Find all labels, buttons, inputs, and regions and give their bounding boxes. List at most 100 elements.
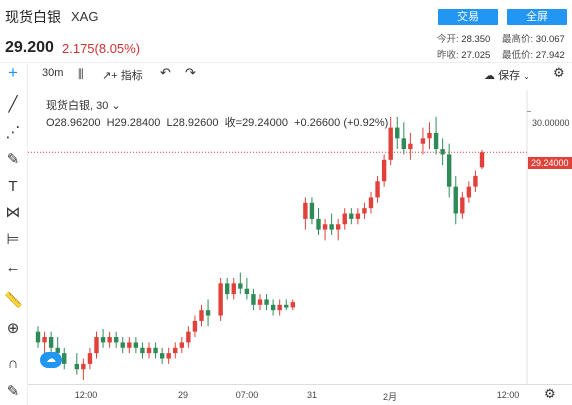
- candle: [224, 277, 230, 300]
- candle-body: [460, 197, 465, 214]
- indicators-button[interactable]: ↗+ 指标: [102, 67, 143, 83]
- trend-line-icon[interactable]: ╱: [8, 96, 18, 113]
- settings-icon[interactable]: ⚙: [553, 65, 565, 80]
- candle: [35, 326, 41, 348]
- candle-body: [113, 337, 119, 343]
- save-label: 保存: [498, 70, 521, 82]
- pattern-icon[interactable]: ⋈: [5, 204, 21, 221]
- candle-body: [55, 347, 60, 354]
- candle-type-icon[interactable]: ⫼: [78, 67, 84, 81]
- fib-icon[interactable]: ⋰: [5, 124, 21, 141]
- candle: [453, 175, 458, 225]
- candle: [466, 181, 472, 203]
- candle: [107, 331, 112, 348]
- candle-body: [48, 337, 54, 348]
- candle-body: [257, 299, 263, 305]
- candle: [316, 208, 321, 235]
- candle: [48, 331, 54, 354]
- candle: [244, 277, 250, 300]
- candle-body: [270, 304, 276, 311]
- magnet-icon[interactable]: ∩: [7, 355, 19, 372]
- y-axis-label-top: 30.00000: [532, 118, 570, 128]
- brush-icon[interactable]: ✎: [6, 151, 20, 168]
- candle: [362, 202, 367, 219]
- chart-legend-symbol[interactable]: 现货白银, 30 ⌄: [46, 100, 121, 112]
- candle: [368, 192, 374, 214]
- text-icon[interactable]: T: [8, 178, 18, 195]
- crosshair-icon[interactable]: +: [8, 63, 18, 82]
- candle-body: [244, 288, 250, 295]
- candle-body: [355, 213, 361, 219]
- candle: [355, 208, 361, 225]
- candle-body: [408, 143, 413, 150]
- candle: [270, 299, 276, 316]
- candle: [440, 138, 445, 166]
- candle-body: [427, 132, 432, 139]
- candle: [479, 149, 485, 170]
- instrument-code: XAG: [71, 9, 99, 24]
- undo-icon[interactable]: ↶: [160, 65, 171, 80]
- candle: [375, 175, 380, 203]
- candle: [290, 299, 296, 311]
- x-axis-label: 12:00: [74, 390, 98, 400]
- candle-body: [446, 154, 452, 187]
- x-axis-label: 07:00: [235, 390, 259, 400]
- x-axis-label: 12:00: [496, 390, 520, 400]
- candle: [133, 337, 139, 354]
- x-axis-line: [28, 384, 572, 385]
- candle: [159, 347, 165, 364]
- candle: [342, 208, 347, 230]
- candle-body: [322, 224, 328, 230]
- axis-settings-icon[interactable]: ⚙: [544, 386, 556, 401]
- candle-body: [284, 304, 289, 308]
- candle-body: [329, 224, 334, 230]
- candle: [427, 122, 432, 150]
- chevron-down-icon: ⌄: [523, 72, 530, 81]
- candle-body: [251, 294, 256, 305]
- ruler-icon[interactable]: 📏: [4, 292, 23, 309]
- stat-today-open: 今开: 28.350: [437, 34, 491, 45]
- lock-draw-icon[interactable]: ✎: [6, 383, 20, 400]
- candle-body: [81, 363, 86, 370]
- candle-body: [342, 213, 347, 225]
- candle: [460, 192, 465, 219]
- arrow-left-icon[interactable]: ←: [5, 259, 21, 276]
- candle: [257, 294, 263, 311]
- candle: [94, 331, 99, 359]
- save-button[interactable]: ☁ 保存 ⌄: [484, 67, 530, 83]
- candle-body: [375, 181, 380, 198]
- cloud-icon: ☁: [484, 70, 495, 82]
- candle-body: [159, 353, 165, 359]
- candle-body: [35, 331, 41, 343]
- candle-body: [192, 320, 198, 332]
- candle-body: [205, 310, 211, 316]
- x-axis-label: 31: [306, 390, 317, 400]
- candle-body: [133, 342, 139, 348]
- candle-body: [303, 202, 308, 219]
- candle-body: [153, 347, 158, 354]
- legend-open: O28.96200: [46, 117, 101, 129]
- trade-button[interactable]: 交易: [438, 9, 498, 25]
- candle: [388, 116, 393, 166]
- candle-body: [440, 149, 445, 155]
- candle-body: [146, 347, 152, 354]
- instrument-title: 现货白银: [5, 9, 61, 25]
- fullscreen-button[interactable]: 全屏: [507, 9, 567, 25]
- zoom-in-icon[interactable]: ⊕: [6, 320, 20, 337]
- indicator-icon: ↗+: [102, 70, 118, 82]
- redo-icon[interactable]: ↷: [185, 65, 196, 80]
- candle: [433, 116, 439, 155]
- interval-selector[interactable]: 30m: [42, 67, 64, 79]
- measure-icon[interactable]: ⊨: [6, 231, 20, 248]
- candle-body: [166, 353, 171, 359]
- candle-body: [140, 347, 145, 354]
- last-price-tag: 29.24000: [528, 157, 572, 169]
- legend-close: 收=29.24000: [224, 117, 288, 129]
- candle: [146, 342, 152, 359]
- candle: [62, 347, 67, 370]
- candle: [120, 337, 125, 354]
- candle: [218, 277, 223, 321]
- candle: [264, 294, 269, 311]
- candle: [140, 342, 145, 359]
